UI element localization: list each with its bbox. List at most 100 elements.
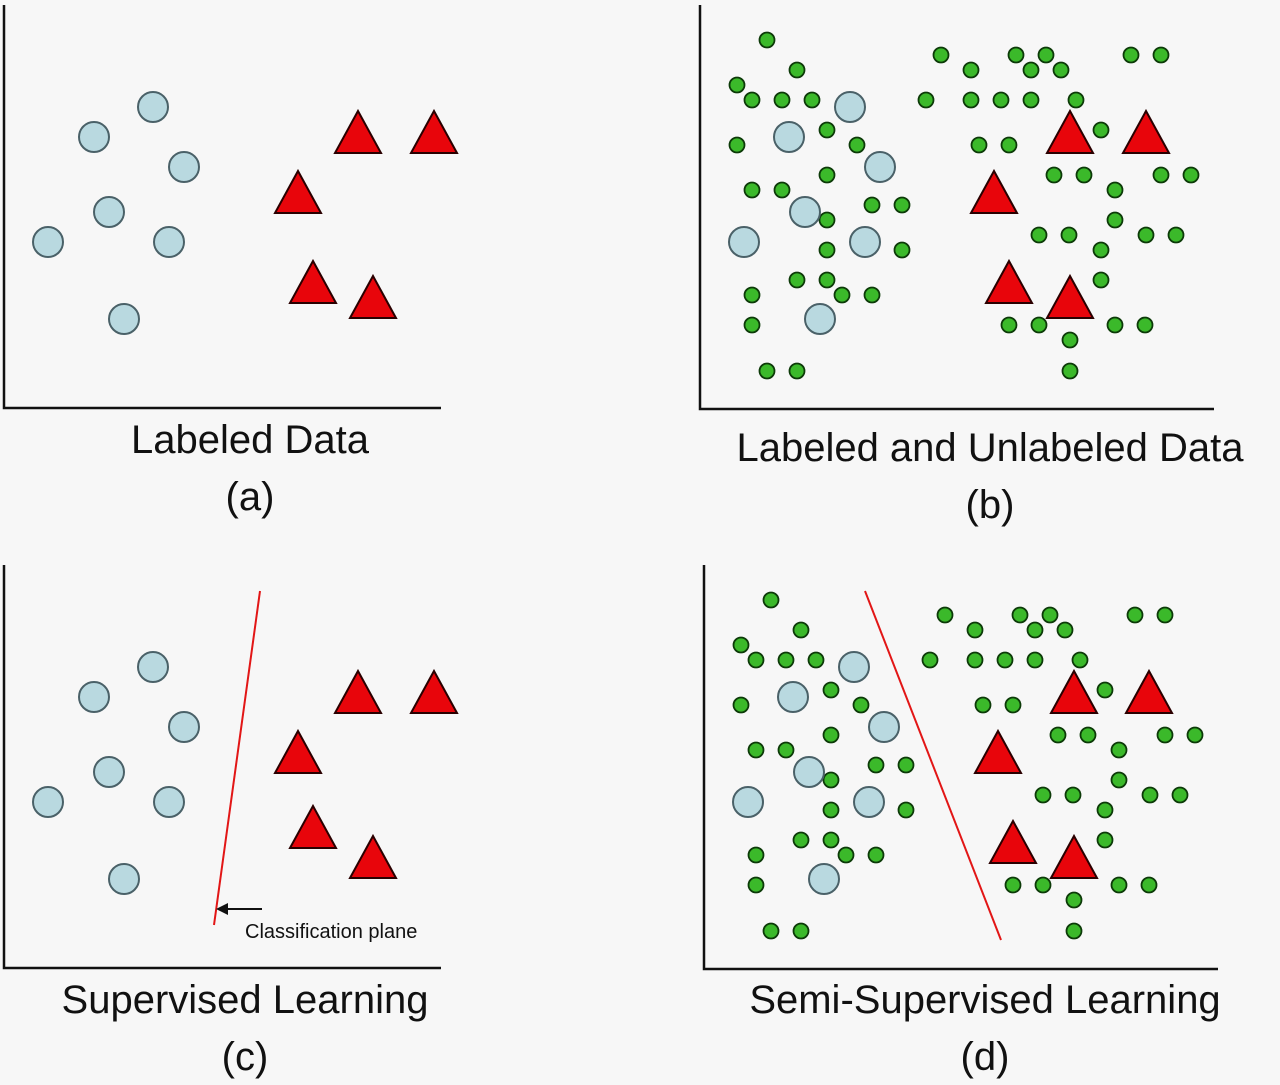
unlabeled-point (1141, 786, 1159, 804)
unlabeled-point (1106, 211, 1124, 229)
unlabeled-point (762, 922, 780, 940)
unlabeled-point (1022, 61, 1040, 79)
unlabeled-point (992, 91, 1010, 109)
unlabeled-point (1004, 876, 1022, 894)
classification-boundary-line (864, 590, 1002, 941)
unlabeled-point (1092, 271, 1110, 289)
unlabeled-point (1152, 166, 1170, 184)
unlabeled-point (1041, 606, 1059, 624)
unlabeled-point (743, 181, 761, 199)
unlabeled-point (777, 741, 795, 759)
labeled-circle-point (868, 711, 900, 743)
unlabeled-point (1122, 46, 1140, 64)
panel-d-letter: (d) (960, 1035, 1010, 1079)
unlabeled-point (803, 91, 821, 109)
panel-d-semi-supervised-learning (702, 565, 1218, 971)
unlabeled-point (818, 121, 836, 139)
unlabeled-point (867, 846, 885, 864)
unlabeled-point (996, 651, 1014, 669)
labeled-circle-point (732, 786, 764, 818)
unlabeled-point (807, 651, 825, 669)
panel-c-letter: (c) (221, 1035, 269, 1079)
unlabeled-point (747, 876, 765, 894)
unlabeled-point (893, 241, 911, 259)
unlabeled-point (1060, 226, 1078, 244)
unlabeled-point (1167, 226, 1185, 244)
labeled-triangle-point (988, 818, 1038, 864)
unlabeled-point (1075, 166, 1093, 184)
panel-b-labeled-and-unlabeled-data (698, 5, 1214, 411)
labeled-triangle-point (1121, 108, 1171, 154)
labeled-triangle-point (1124, 668, 1174, 714)
unlabeled-point (788, 61, 806, 79)
labeled-circle-point (153, 786, 185, 818)
unlabeled-point (932, 46, 950, 64)
labeled-circle-point (168, 711, 200, 743)
unlabeled-point (1000, 136, 1018, 154)
labeled-triangle-point (288, 803, 338, 849)
unlabeled-point (822, 771, 840, 789)
unlabeled-point (777, 651, 795, 669)
axes (698, 5, 1214, 411)
unlabeled-point (1106, 316, 1124, 334)
unlabeled-point (758, 362, 776, 380)
unlabeled-point (1110, 771, 1128, 789)
labeled-triangle-point (1049, 833, 1099, 879)
labeled-triangle-point (973, 728, 1023, 774)
labeled-circle-point (864, 151, 896, 183)
labeled-circle-point (32, 226, 64, 258)
labeled-circle-point (804, 303, 836, 335)
arrow-head (216, 903, 228, 915)
labeled-triangle-point (1049, 668, 1099, 714)
unlabeled-point (1026, 621, 1044, 639)
unlabeled-point (1079, 726, 1097, 744)
axes (2, 5, 441, 410)
unlabeled-point (1045, 166, 1063, 184)
unlabeled-point (962, 91, 980, 109)
unlabeled-point (822, 681, 840, 699)
unlabeled-point (1007, 46, 1025, 64)
labeled-triangle-point (348, 273, 398, 319)
unlabeled-point (1096, 831, 1114, 849)
labeled-triangle-point (273, 168, 323, 214)
unlabeled-point (822, 726, 840, 744)
unlabeled-point (1061, 331, 1079, 349)
labeled-circle-point (32, 786, 64, 818)
labeled-triangle-point (333, 108, 383, 154)
unlabeled-point (818, 271, 836, 289)
panel-a-letter: (a) (225, 475, 275, 519)
axes (702, 565, 1218, 971)
unlabeled-point (1030, 226, 1048, 244)
labeled-circle-point (93, 196, 125, 228)
unlabeled-point (1022, 91, 1040, 109)
unlabeled-point (893, 196, 911, 214)
unlabeled-point (1137, 226, 1155, 244)
unlabeled-point (1067, 91, 1085, 109)
unlabeled-point (1034, 876, 1052, 894)
unlabeled-point (1096, 801, 1114, 819)
unlabeled-point (1126, 606, 1144, 624)
labeled-circle-point (789, 196, 821, 228)
labeled-triangle-point (288, 258, 338, 304)
labeled-triangle-point (409, 668, 459, 714)
unlabeled-point (822, 801, 840, 819)
unlabeled-point (917, 91, 935, 109)
unlabeled-point (818, 166, 836, 184)
panel-c-title: Supervised Learning (61, 978, 429, 1022)
labeled-triangle-point (333, 668, 383, 714)
panel-b-title: Labeled and Unlabeled Data (736, 426, 1244, 470)
unlabeled-point (1092, 121, 1110, 139)
unlabeled-point (970, 136, 988, 154)
unlabeled-point (788, 271, 806, 289)
labeled-triangle-point (273, 728, 323, 774)
labeled-circle-point (108, 863, 140, 895)
labeled-circle-point (93, 756, 125, 788)
unlabeled-point (758, 31, 776, 49)
classification-plane-label: Classification plane (245, 921, 418, 943)
unlabeled-point (818, 241, 836, 259)
unlabeled-point (1064, 786, 1082, 804)
labeled-circle-point (153, 226, 185, 258)
unlabeled-point (833, 286, 851, 304)
unlabeled-point (792, 922, 810, 940)
